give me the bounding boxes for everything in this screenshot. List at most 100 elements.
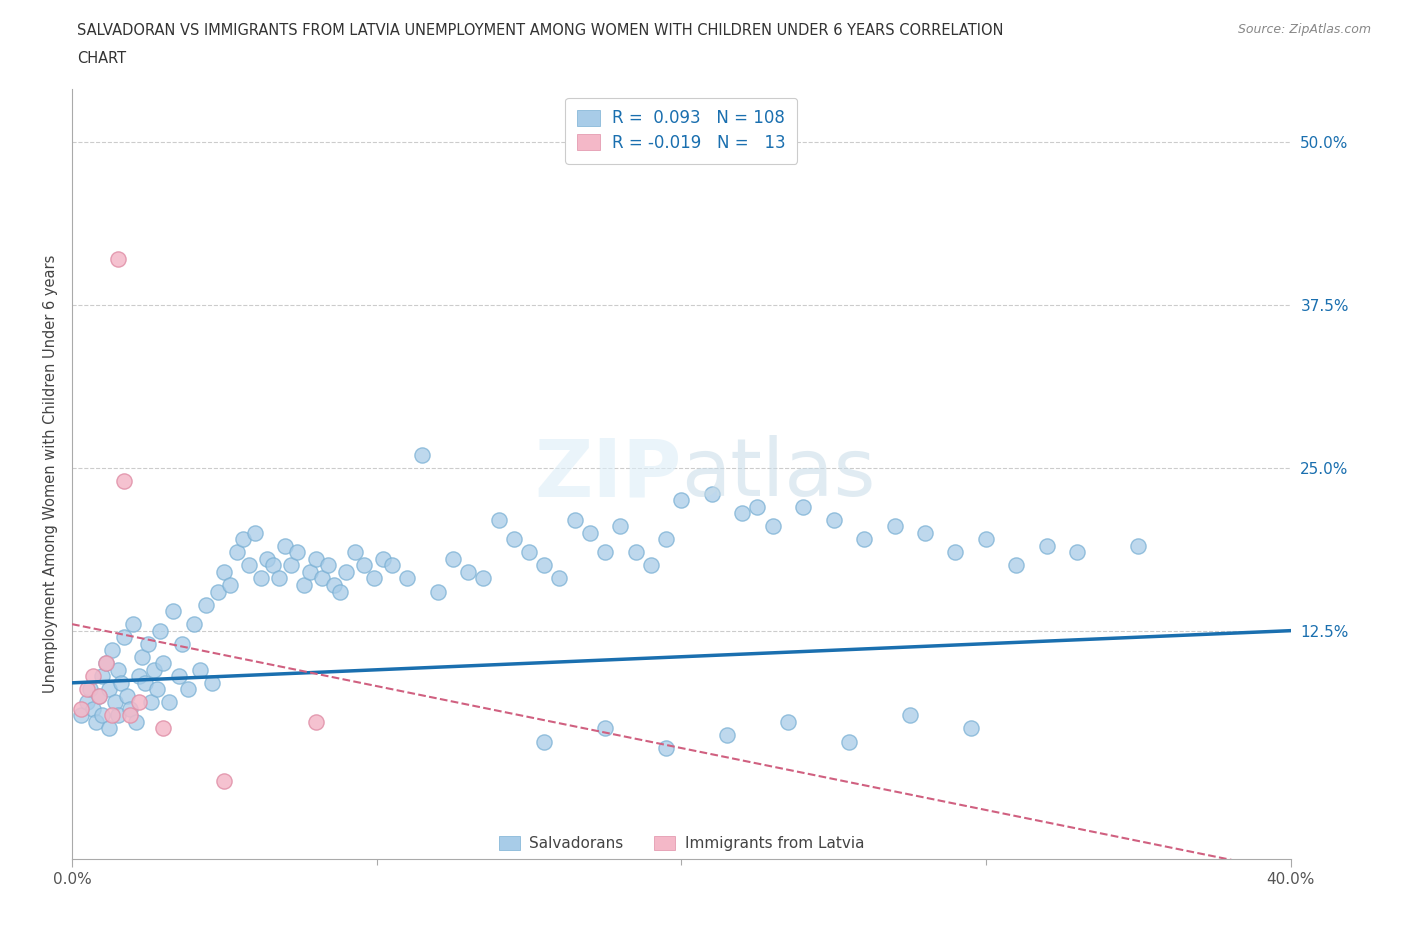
Point <box>716 727 738 742</box>
Point <box>371 551 394 566</box>
Point <box>131 649 153 664</box>
Point <box>112 630 135 644</box>
Point <box>232 532 254 547</box>
Point <box>89 688 111 703</box>
Point <box>329 584 352 599</box>
Point <box>100 708 122 723</box>
Point <box>118 701 141 716</box>
Point <box>243 525 266 540</box>
Point <box>143 662 166 677</box>
Point <box>125 714 148 729</box>
Point <box>70 708 93 723</box>
Point <box>488 512 510 527</box>
Point <box>149 623 172 638</box>
Point <box>533 558 555 573</box>
Point <box>344 545 367 560</box>
Point <box>219 578 242 592</box>
Point <box>141 695 163 710</box>
Point <box>1005 558 1028 573</box>
Point <box>640 558 662 573</box>
Point <box>225 545 247 560</box>
Point <box>170 636 193 651</box>
Point <box>762 519 785 534</box>
Point <box>152 721 174 736</box>
Point <box>115 688 138 703</box>
Point <box>564 512 586 527</box>
Point <box>853 532 876 547</box>
Point <box>305 714 328 729</box>
Point <box>89 688 111 703</box>
Point <box>292 578 315 592</box>
Point <box>201 675 224 690</box>
Point <box>97 682 120 697</box>
Point <box>86 714 108 729</box>
Point <box>655 532 678 547</box>
Point <box>76 682 98 697</box>
Point <box>280 558 302 573</box>
Point <box>136 636 159 651</box>
Point <box>655 740 678 755</box>
Point <box>287 545 309 560</box>
Point <box>316 558 339 573</box>
Point <box>262 558 284 573</box>
Point <box>152 656 174 671</box>
Point <box>146 682 169 697</box>
Point <box>700 486 723 501</box>
Point <box>298 565 321 579</box>
Point <box>122 617 145 631</box>
Point <box>91 669 114 684</box>
Point <box>548 571 571 586</box>
Point <box>823 512 845 527</box>
Point <box>112 473 135 488</box>
Text: SALVADORAN VS IMMIGRANTS FROM LATVIA UNEMPLOYMENT AMONG WOMEN WITH CHILDREN UNDE: SALVADORAN VS IMMIGRANTS FROM LATVIA UNE… <box>77 23 1004 38</box>
Point <box>100 643 122 658</box>
Point <box>159 695 181 710</box>
Point <box>269 571 291 586</box>
Point <box>238 558 260 573</box>
Point <box>593 545 616 560</box>
Point <box>363 571 385 586</box>
Point <box>898 708 921 723</box>
Point <box>91 708 114 723</box>
Point <box>731 506 754 521</box>
Point <box>747 499 769 514</box>
Point <box>256 551 278 566</box>
Point <box>311 571 333 586</box>
Point <box>472 571 495 586</box>
Point <box>1066 545 1088 560</box>
Point <box>128 669 150 684</box>
Text: atlas: atlas <box>682 435 876 513</box>
Point <box>79 682 101 697</box>
Point <box>107 662 129 677</box>
Point <box>76 695 98 710</box>
Point <box>118 708 141 723</box>
Point <box>82 669 104 684</box>
Point <box>671 493 693 508</box>
Point <box>183 617 205 631</box>
Point <box>426 584 449 599</box>
Point <box>128 695 150 710</box>
Point <box>104 695 127 710</box>
Point <box>914 525 936 540</box>
Point <box>107 251 129 266</box>
Point <box>1128 538 1150 553</box>
Y-axis label: Unemployment Among Women with Children Under 6 years: Unemployment Among Women with Children U… <box>44 255 58 694</box>
Point <box>214 565 236 579</box>
Point <box>381 558 404 573</box>
Point <box>792 499 814 514</box>
Text: Source: ZipAtlas.com: Source: ZipAtlas.com <box>1237 23 1371 36</box>
Point <box>776 714 799 729</box>
Point <box>959 721 981 736</box>
Point <box>593 721 616 736</box>
Point <box>97 721 120 736</box>
Point <box>353 558 375 573</box>
Point <box>94 656 117 671</box>
Point <box>250 571 273 586</box>
Point <box>134 675 156 690</box>
Text: ZIP: ZIP <box>534 435 682 513</box>
Point <box>82 701 104 716</box>
Point <box>162 604 184 618</box>
Point <box>945 545 967 560</box>
Point <box>579 525 602 540</box>
Point <box>441 551 464 566</box>
